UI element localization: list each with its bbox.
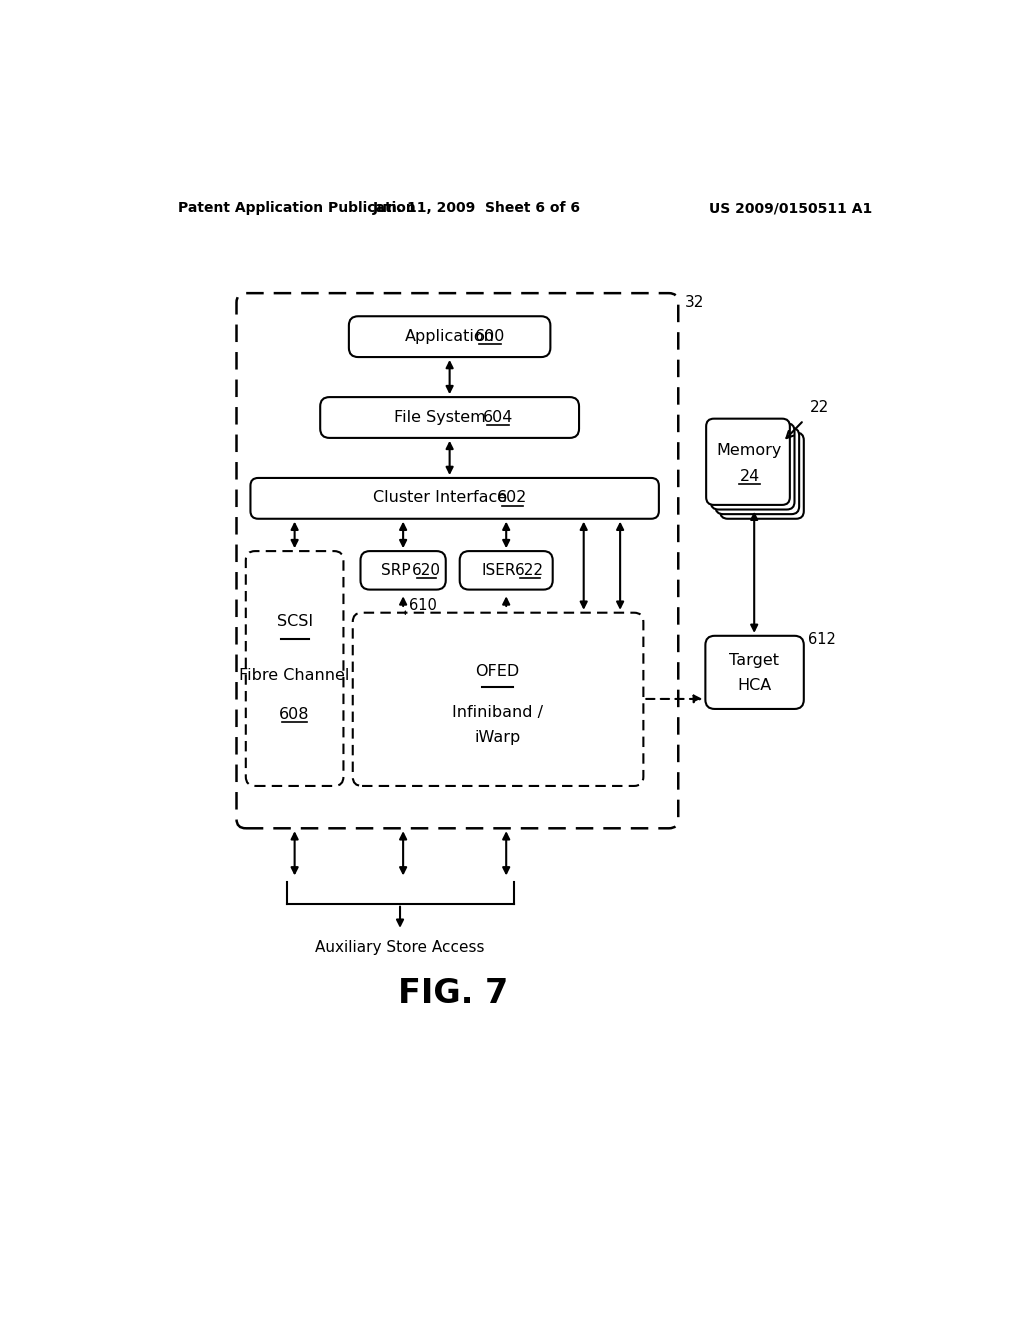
Text: File System: File System <box>394 409 486 425</box>
Text: Cluster Interface: Cluster Interface <box>374 491 507 506</box>
Text: SCSI: SCSI <box>276 614 312 630</box>
Text: Memory: Memory <box>717 444 782 458</box>
Text: Jun. 11, 2009  Sheet 6 of 6: Jun. 11, 2009 Sheet 6 of 6 <box>373 202 581 215</box>
Text: OFED: OFED <box>475 664 520 680</box>
FancyBboxPatch shape <box>251 478 658 519</box>
FancyBboxPatch shape <box>720 433 804 519</box>
Text: Target: Target <box>729 653 779 668</box>
FancyBboxPatch shape <box>716 428 799 515</box>
Text: 602: 602 <box>498 491 527 506</box>
FancyBboxPatch shape <box>237 293 678 829</box>
Text: 600: 600 <box>475 329 505 343</box>
FancyBboxPatch shape <box>349 317 550 358</box>
Text: 620: 620 <box>412 562 441 578</box>
FancyBboxPatch shape <box>246 552 343 785</box>
FancyBboxPatch shape <box>352 612 643 785</box>
Text: 610: 610 <box>409 598 436 612</box>
Text: Infiniband /: Infiniband / <box>453 705 543 721</box>
Text: 612: 612 <box>808 632 836 647</box>
Text: 608: 608 <box>280 706 310 722</box>
Text: 24: 24 <box>739 469 760 484</box>
FancyBboxPatch shape <box>321 397 579 438</box>
FancyBboxPatch shape <box>460 552 553 590</box>
Text: ISER: ISER <box>481 562 516 578</box>
Text: Application: Application <box>404 329 495 343</box>
FancyBboxPatch shape <box>706 636 804 709</box>
Text: Fibre Channel: Fibre Channel <box>240 668 350 684</box>
Text: SRP: SRP <box>381 562 411 578</box>
Text: 32: 32 <box>684 294 703 310</box>
Text: iWarp: iWarp <box>474 730 521 744</box>
Text: FIG. 7: FIG. 7 <box>398 977 509 1010</box>
Text: 622: 622 <box>515 562 544 578</box>
Text: US 2009/0150511 A1: US 2009/0150511 A1 <box>709 202 872 215</box>
Text: Patent Application Publication: Patent Application Publication <box>178 202 416 215</box>
Text: Auxiliary Store Access: Auxiliary Store Access <box>315 940 484 956</box>
Text: 604: 604 <box>482 409 513 425</box>
FancyBboxPatch shape <box>707 418 790 506</box>
FancyBboxPatch shape <box>711 424 795 510</box>
Text: HCA: HCA <box>737 678 771 693</box>
FancyBboxPatch shape <box>360 552 445 590</box>
Text: 22: 22 <box>810 400 829 414</box>
